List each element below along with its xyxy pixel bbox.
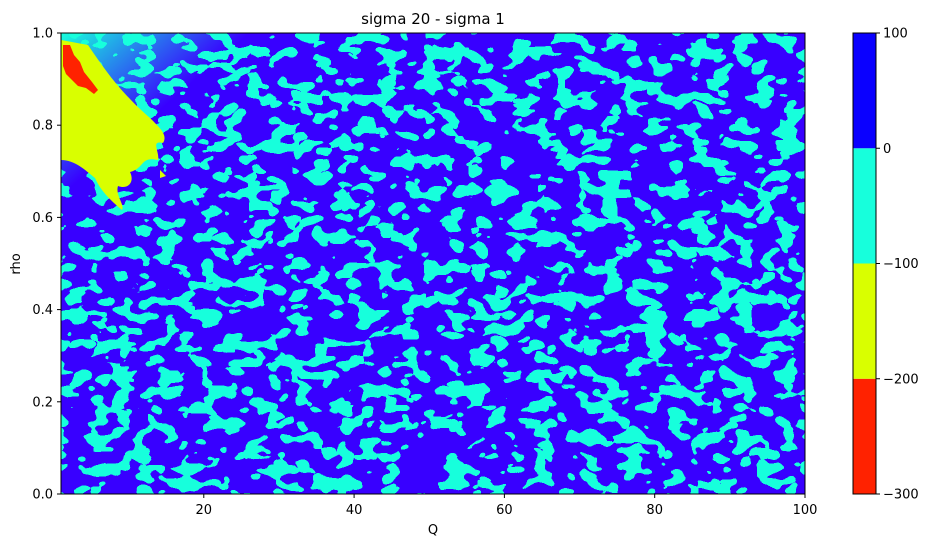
x-tick-label: 60 xyxy=(496,503,513,518)
colorbar-tick-label: −300 xyxy=(883,488,919,503)
colorbar-tick-label: −100 xyxy=(883,257,919,272)
y-tick-label: 0.2 xyxy=(32,395,53,410)
y-tick-label: 1.0 xyxy=(32,27,53,42)
contour-yellow-speck xyxy=(160,170,166,178)
plot-area xyxy=(61,33,805,494)
colorbar-tick-label: 100 xyxy=(883,27,908,42)
x-tick-label: 100 xyxy=(793,503,818,518)
colorbar: −300 −200 −100 0 100 xyxy=(852,27,919,503)
contour-band-red xyxy=(63,45,98,94)
y-tick-label: 0.6 xyxy=(32,211,53,226)
x-axis-ticks: 20 40 60 80 100 xyxy=(196,494,818,518)
colorbar-segment xyxy=(853,378,876,494)
y-axis-label: rho xyxy=(9,253,24,274)
x-tick-label: 40 xyxy=(346,503,363,518)
y-tick-label: 0.8 xyxy=(32,119,53,134)
x-tick-label: 20 xyxy=(196,503,213,518)
contour-calm-region xyxy=(61,33,330,265)
x-axis-label: Q xyxy=(428,523,438,538)
colorbar-tick-label: −200 xyxy=(883,372,919,387)
y-tick-label: 0.0 xyxy=(32,488,53,503)
y-axis-ticks: 0.0 0.2 0.4 0.6 0.8 1.0 xyxy=(32,27,61,503)
x-tick-label: 80 xyxy=(646,503,663,518)
plot-frame xyxy=(60,32,806,495)
colorbar-tick-label: 0 xyxy=(883,142,891,157)
chart-title: sigma 20 - sigma 1 xyxy=(361,10,505,28)
y-tick-label: 0.4 xyxy=(32,303,53,318)
colorbar-segment xyxy=(853,263,876,379)
colorbar-segment xyxy=(853,148,876,264)
colorbar-segment xyxy=(853,33,876,149)
